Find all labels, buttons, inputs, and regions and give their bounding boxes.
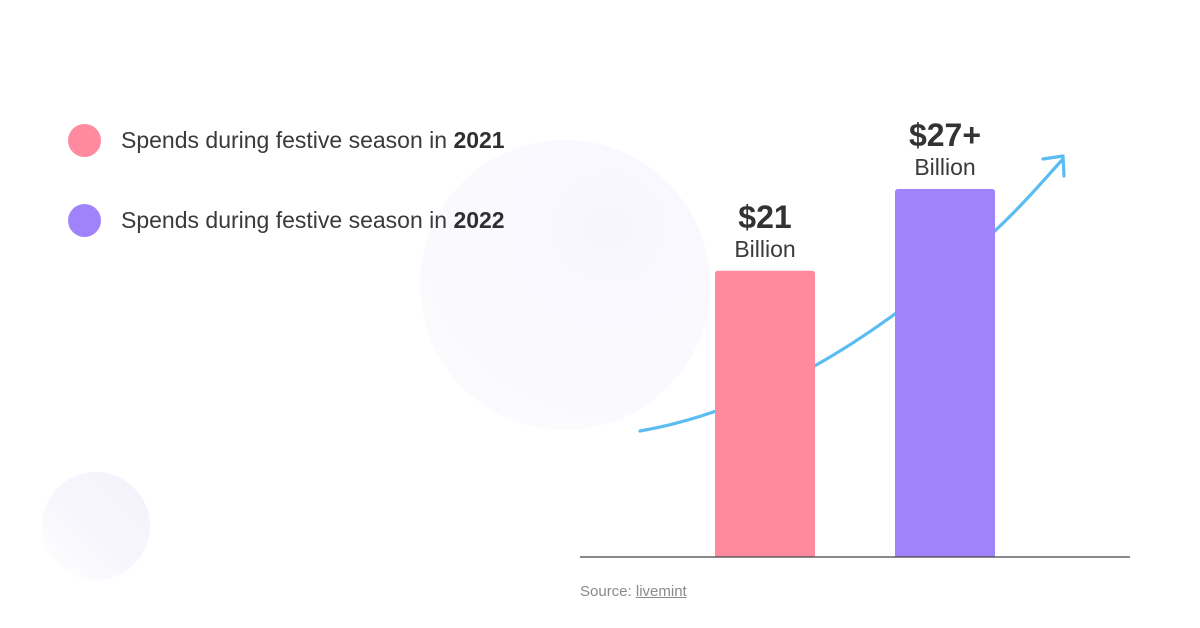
source-note: Source: livemint bbox=[580, 583, 687, 600]
legend-label-text: Spends during festive season in bbox=[121, 206, 454, 233]
trend-arrow-line bbox=[638, 158, 1064, 433]
legend-label-2021: Spends during festive season in 2021 bbox=[121, 127, 505, 154]
legend-label-year: 2021 bbox=[453, 126, 505, 153]
data-label-value-2021: $21 bbox=[738, 199, 791, 235]
bar-2022 bbox=[895, 189, 995, 557]
trend-arrow-head bbox=[1041, 154, 1066, 178]
data-label-value-2022: $27+ bbox=[909, 117, 981, 153]
data-label-unit-2022: Billion bbox=[914, 154, 975, 180]
bar-2021 bbox=[715, 270, 815, 557]
source-link[interactable]: livemint bbox=[635, 583, 687, 600]
legend-item-2021: Spends during festive season in 2021 bbox=[68, 122, 505, 158]
legend-item-2022: Spends during festive season in 2022 bbox=[68, 202, 505, 238]
legend-label-text: Spends during festive season in bbox=[121, 126, 454, 153]
source-label: Source: bbox=[580, 583, 632, 600]
data-label-unit-2021: Billion bbox=[734, 236, 795, 262]
chart-legend: Spends during festive season in 2021 Spe… bbox=[68, 122, 505, 282]
legend-swatch-2021 bbox=[68, 123, 101, 157]
legend-label-year: 2022 bbox=[453, 206, 505, 233]
legend-swatch-2022 bbox=[68, 203, 101, 237]
legend-label-2022: Spends during festive season in 2022 bbox=[121, 207, 505, 234]
